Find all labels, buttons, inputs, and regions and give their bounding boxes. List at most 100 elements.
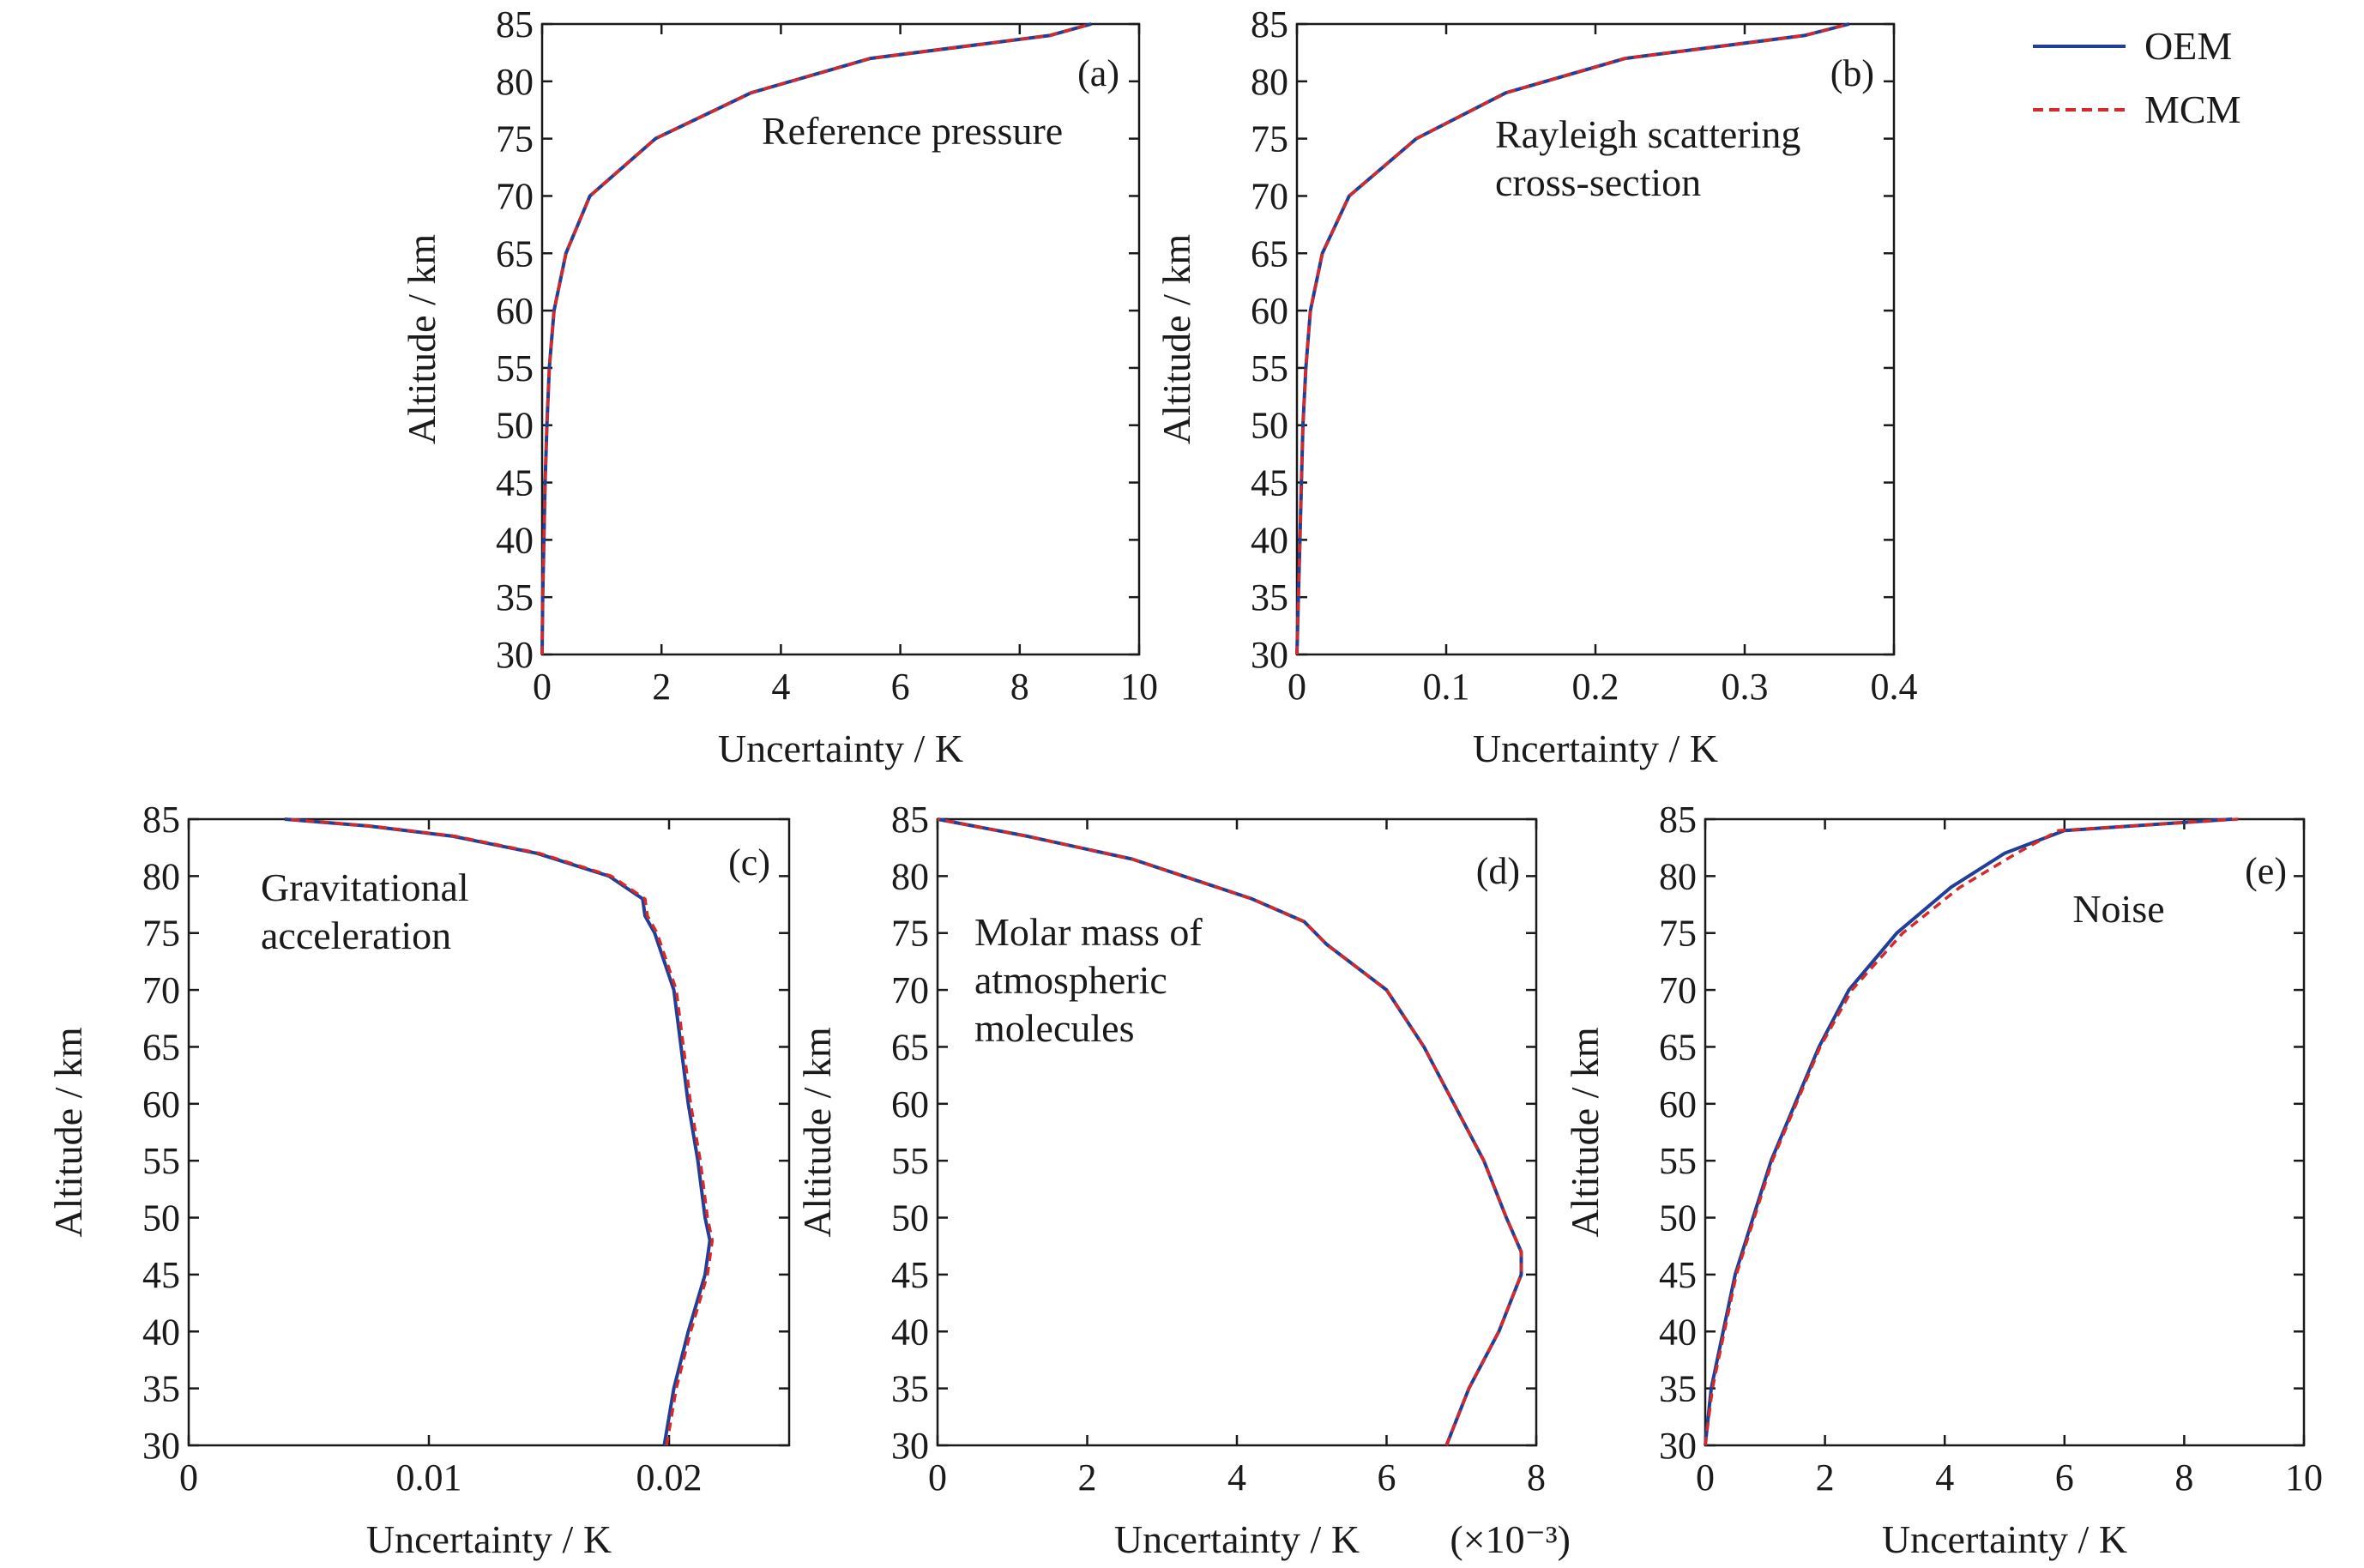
panel-annotation: molecules bbox=[974, 1006, 1135, 1050]
y-axis-label: Altitude / km bbox=[1155, 234, 1198, 445]
y-axis-label: Altitude / km bbox=[400, 234, 443, 445]
x-tick-label: 0 bbox=[1696, 1456, 1715, 1499]
y-tick-label: 55 bbox=[1251, 347, 1288, 389]
x-tick-label: 0 bbox=[1288, 666, 1306, 708]
panel-c: 30 35 40 45 50 55 60 65 70 75 80 85 0 0.01 0.02 Uncerta… bbox=[46, 799, 791, 1561]
y-axis-label: Altitude / km bbox=[46, 1027, 90, 1238]
plot-frame bbox=[187, 817, 791, 1447]
series-line-mcm bbox=[937, 817, 1523, 1446]
panel-e: 30 35 40 45 50 55 60 65 70 75 80 85 0 2 4 6 8 10 Uncertain… bbox=[1563, 799, 2323, 1561]
y-tick-label: 45 bbox=[142, 1254, 180, 1296]
y-tick-label: 70 bbox=[142, 969, 180, 1011]
y-tick-label: 60 bbox=[496, 290, 534, 332]
x-tick-label: 4 bbox=[1227, 1456, 1246, 1499]
x-tick-label: 2 bbox=[1816, 1456, 1835, 1499]
y-tick-label: 35 bbox=[891, 1368, 929, 1410]
y-tick-label: 75 bbox=[1659, 913, 1697, 955]
panel-annotation: Reference pressure bbox=[762, 109, 1063, 153]
panel-a: 30 35 40 45 50 55 60 65 70 75 80 85 0 2 4 6 8 10 Uncertain… bbox=[400, 3, 1158, 770]
y-tick-label: 30 bbox=[1659, 1425, 1697, 1467]
x-tick-label: 4 bbox=[771, 666, 790, 708]
y-tick-label: 60 bbox=[142, 1083, 180, 1125]
y-tick-label: 65 bbox=[142, 1026, 180, 1068]
x-tick-label: 0.01 bbox=[396, 1456, 462, 1499]
x-tick-label: 0 bbox=[533, 666, 552, 708]
y-tick-label: 35 bbox=[142, 1368, 180, 1410]
series-line-mcm bbox=[540, 22, 1092, 655]
x-tick-label: 6 bbox=[891, 666, 910, 708]
panel-tag: (b) bbox=[1830, 52, 1874, 94]
y-tick-label: 85 bbox=[1659, 799, 1697, 841]
panel-d: 30 35 40 45 50 55 60 65 70 75 80 85 0 2 4 6 8 Uncertainty… bbox=[795, 799, 1571, 1561]
y-axis-label: Altitude / km bbox=[1563, 1027, 1607, 1238]
legend: OEM MCM bbox=[2033, 24, 2240, 131]
x-tick-label: 0.4 bbox=[1871, 666, 1918, 708]
panel-annotation: cross-section bbox=[1495, 160, 1701, 204]
y-tick-label: 75 bbox=[1251, 118, 1288, 160]
y-tick-label: 60 bbox=[1251, 290, 1288, 332]
y-tick-label: 80 bbox=[1659, 855, 1697, 897]
x-tick-label: 10 bbox=[1120, 666, 1158, 708]
y-tick-label: 55 bbox=[142, 1140, 180, 1182]
y-tick-label: 65 bbox=[496, 232, 534, 274]
y-tick-label: 70 bbox=[1659, 969, 1697, 1011]
y-tick-label: 55 bbox=[891, 1140, 929, 1182]
panel-annotation: atmospheric bbox=[974, 958, 1167, 1002]
panel-annotation: acceleration bbox=[261, 914, 451, 957]
y-tick-label: 65 bbox=[1659, 1026, 1697, 1068]
y-tick-label: 30 bbox=[142, 1425, 180, 1467]
panel-b: 30 35 40 45 50 55 60 65 70 75 80 85 0 0.1 0.2 0.3 0.4 Unc… bbox=[1155, 3, 1918, 770]
y-tick-label: 80 bbox=[1251, 61, 1288, 103]
y-tick-label: 80 bbox=[496, 61, 534, 103]
panel-annotation: Molar mass of bbox=[974, 910, 1203, 954]
y-tick-label: 50 bbox=[496, 405, 534, 447]
x-tick-label: 8 bbox=[1010, 666, 1029, 708]
series-line-mcm bbox=[284, 817, 715, 1446]
y-tick-label: 35 bbox=[1251, 576, 1288, 618]
x-tick-label: 0.2 bbox=[1572, 666, 1619, 708]
y-tick-label: 70 bbox=[496, 175, 534, 217]
y-tick-label: 85 bbox=[496, 3, 534, 45]
x-tick-label: 6 bbox=[2055, 1456, 2074, 1499]
panel-tag: (a) bbox=[1077, 52, 1119, 94]
legend-label-mcm: MCM bbox=[2144, 87, 2240, 131]
y-tick-label: 30 bbox=[496, 634, 534, 676]
x-tick-label: 0 bbox=[928, 1456, 947, 1499]
x-tick-label: 0.02 bbox=[636, 1456, 703, 1499]
panel-tag: (e) bbox=[2245, 850, 2287, 892]
x-tick-label: 2 bbox=[1078, 1456, 1097, 1499]
x-tick-label: 10 bbox=[2285, 1456, 2323, 1499]
y-tick-label: 70 bbox=[1251, 175, 1288, 217]
y-tick-label: 45 bbox=[891, 1254, 929, 1296]
panel-annotation: Rayleigh scattering bbox=[1495, 112, 1800, 156]
y-tick-label: 40 bbox=[891, 1311, 929, 1353]
y-axis-label: Altitude / km bbox=[795, 1027, 839, 1238]
y-tick-label: 35 bbox=[1659, 1368, 1697, 1410]
y-tick-label: 80 bbox=[891, 855, 929, 897]
y-tick-label: 55 bbox=[1659, 1140, 1697, 1182]
y-tick-label: 40 bbox=[142, 1311, 180, 1353]
x-axis-label: Uncertainty / K bbox=[718, 727, 963, 770]
y-tick-label: 40 bbox=[1251, 519, 1288, 561]
x-axis-label: Uncertainty / K bbox=[366, 1517, 612, 1561]
x-tick-label: 8 bbox=[2174, 1456, 2193, 1499]
y-tick-label: 85 bbox=[1251, 3, 1288, 45]
y-tick-label: 45 bbox=[496, 462, 534, 504]
legend-label-oem: OEM bbox=[2144, 24, 2232, 68]
y-tick-label: 80 bbox=[142, 855, 180, 897]
y-tick-label: 35 bbox=[496, 576, 534, 618]
x-tick-label: 6 bbox=[1378, 1456, 1396, 1499]
y-tick-label: 30 bbox=[891, 1425, 929, 1467]
x-tick-label: 8 bbox=[1527, 1456, 1546, 1499]
x-axis-label: Uncertainty / K bbox=[1473, 727, 1718, 770]
y-tick-label: 75 bbox=[142, 913, 180, 955]
y-tick-label: 30 bbox=[1251, 634, 1288, 676]
y-tick-label: 50 bbox=[1659, 1197, 1697, 1239]
y-tick-label: 75 bbox=[496, 118, 534, 160]
x-tick-label: 0 bbox=[179, 1456, 198, 1499]
y-tick-label: 60 bbox=[891, 1083, 929, 1125]
y-tick-label: 75 bbox=[891, 913, 929, 955]
y-tick-label: 50 bbox=[1251, 405, 1288, 447]
